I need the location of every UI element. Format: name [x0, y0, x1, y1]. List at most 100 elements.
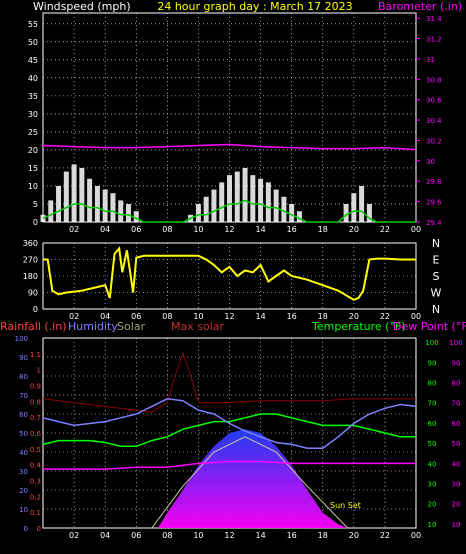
rain-tick-label: 0.8 [30, 398, 41, 406]
wind-gust-bar [250, 175, 256, 222]
x-tick-label: 18 [318, 225, 328, 234]
y-tick-label: 0 [33, 218, 38, 227]
baro-tick-label: 30.4 [426, 117, 442, 125]
max-solar-line [42, 351, 416, 413]
rain-tick-label: 1.1 [30, 351, 41, 359]
rainfall-axis-title: Rainfall (.in) [0, 320, 67, 333]
baro-tick-label: 31 [426, 56, 435, 64]
y-tick-label: 10 [28, 182, 38, 191]
rain-tick-label: 0.3 [30, 478, 41, 486]
humidity-tick-label: 40 [19, 449, 28, 457]
wind-gust-bar [273, 189, 279, 222]
graph-title: 24 hour graph day : March 17 2023 [157, 0, 352, 13]
y-tick-label: 25 [28, 128, 38, 137]
y-tick-label: 360 [23, 239, 38, 248]
rain-tick-label: 0.6 [30, 430, 42, 438]
temperature-axis-title: Temperature (°F) [311, 320, 406, 333]
temp-tick-label: 80 [428, 379, 437, 387]
rain-tick-label: 0.2 [30, 493, 41, 501]
x-tick-label: 12 [224, 531, 234, 540]
humidity-tick-label: 0 [24, 525, 28, 533]
x-tick-label: 14 [255, 531, 265, 540]
y-tick-label: 35 [28, 92, 38, 101]
x-tick-label: 04 [100, 531, 110, 540]
compass-label: N [432, 237, 440, 250]
wind-gust-bar [343, 203, 349, 222]
wind-gust-bar [56, 185, 62, 222]
dew-tick-label: 80 [452, 379, 461, 387]
y-tick-label: 180 [23, 272, 38, 281]
baro-tick-label: 30.8 [426, 76, 442, 84]
barometer-line [42, 143, 417, 151]
x-tick-label: 12 [224, 225, 234, 234]
baro-tick-label: 29.8 [426, 178, 442, 186]
wind-gust-bar [359, 185, 365, 222]
y-tick-label: 45 [28, 56, 38, 65]
temp-tick-label: 30 [428, 481, 437, 489]
dew-point-axis-title: Dew Point (°F) [393, 320, 466, 333]
baro-tick-label: 29.6 [426, 199, 442, 207]
wind-gust-bar [219, 182, 225, 222]
y-tick-label: 30 [28, 110, 38, 119]
temperature-line [42, 413, 416, 448]
wind-gust-bar [211, 189, 217, 222]
y-tick-label: 55 [28, 20, 38, 29]
solar-area [158, 429, 348, 528]
temp-tick-label: 100 [425, 339, 438, 347]
temp-tick-label: 70 [428, 400, 437, 408]
rain-tick-label: 0 [37, 525, 41, 533]
wind-gust-bar [48, 200, 54, 222]
x-tick-label: 14 [255, 225, 265, 234]
temp-tick-label: 90 [428, 359, 437, 367]
x-tick-label: 12 [224, 312, 234, 321]
baro-tick-label: 31.4 [426, 15, 442, 23]
rain-tick-label: 1 [37, 367, 41, 375]
wind-direction-line [43, 246, 416, 301]
humidity-tick-label: 100 [15, 335, 28, 343]
wind-gust-bar [125, 203, 131, 222]
windspeed-axis-title: Windspeed (mph) [33, 0, 131, 13]
rain-tick-label: 0.4 [30, 462, 42, 470]
x-tick-label: 22 [380, 225, 390, 234]
y-tick-label: 0 [33, 305, 38, 314]
humidity-tick-label: 50 [19, 430, 28, 438]
humidity-tick-label: 90 [19, 354, 28, 362]
baro-tick-label: 30.2 [426, 137, 442, 145]
rain-tick-label: 0.9 [30, 383, 41, 391]
compass-label: N [432, 303, 440, 316]
x-tick-label: 06 [131, 225, 141, 234]
x-tick-label: 02 [69, 225, 79, 234]
wind-gust-bar [258, 178, 264, 222]
wind-gust-bar [203, 196, 209, 222]
x-tick-label: 16 [287, 531, 297, 540]
humidity-tick-label: 30 [19, 468, 28, 476]
direction-panel-marks [43, 246, 416, 301]
humidity-tick-label: 60 [19, 411, 28, 419]
x-tick-label: 00 [411, 531, 421, 540]
humidity-tick-label: 10 [19, 506, 28, 514]
wind-gust-bar [102, 189, 108, 222]
climate-panel-marks [42, 351, 417, 529]
rain-tick-label: 0.1 [30, 509, 41, 517]
wind-gust-bar [79, 167, 85, 222]
max-solar-axis-title: Max solar [171, 320, 224, 333]
y-tick-label: 15 [28, 164, 38, 173]
baro-tick-label: 30.6 [426, 97, 442, 105]
temp-tick-label: 20 [428, 501, 437, 509]
temp-tick-label: 10 [428, 521, 437, 529]
x-tick-label: 00 [411, 312, 421, 321]
x-tick-label: 08 [162, 225, 172, 234]
wind-gust-bar [234, 171, 240, 222]
rain-tick-label: 0.7 [30, 414, 41, 422]
wind-gust-bar [71, 164, 77, 222]
y-tick-label: 20 [28, 146, 38, 155]
wind-gust-bar [281, 196, 287, 222]
x-tick-label: 18 [318, 312, 328, 321]
humidity-line [42, 398, 417, 449]
wind-gust-bar [366, 203, 372, 222]
wind-gust-bar [351, 193, 357, 222]
x-tick-label: 20 [349, 225, 359, 234]
dew-tick-label: 100 [449, 339, 462, 347]
